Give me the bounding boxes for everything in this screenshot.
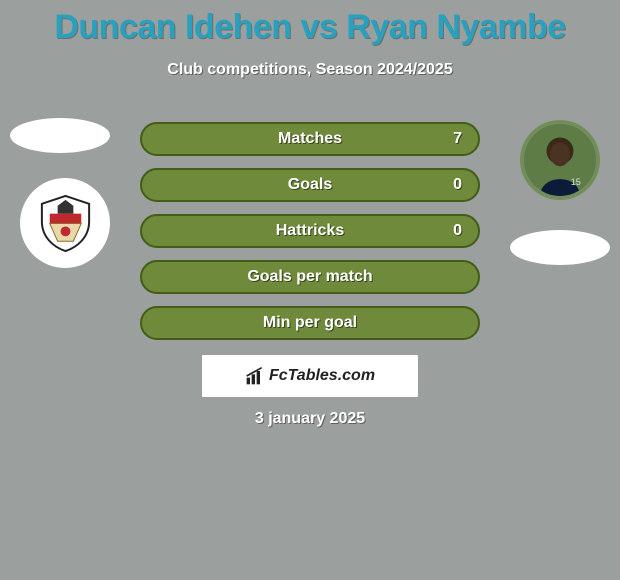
stat-value: 0 xyxy=(453,176,462,194)
stat-label: Hattricks xyxy=(276,222,344,240)
page-title: Duncan Idehen vs Ryan Nyambe xyxy=(0,0,620,47)
stats-container: Matches 7 Goals 0 Hattricks 0 Goals per … xyxy=(140,122,480,352)
date-text: 3 january 2025 xyxy=(0,410,620,428)
watermark: FcTables.com xyxy=(202,355,418,397)
player-right-badge xyxy=(510,230,610,265)
player-left-badge xyxy=(10,118,110,153)
stat-label: Goals per match xyxy=(247,268,372,286)
svg-text:15: 15 xyxy=(571,177,581,187)
stat-label: Goals xyxy=(288,176,332,194)
stat-row-gpm: Goals per match xyxy=(140,260,480,294)
stat-label: Matches xyxy=(278,130,342,148)
stat-row-matches: Matches 7 xyxy=(140,122,480,156)
player-photo-icon: 15 xyxy=(524,124,596,196)
stat-value: 7 xyxy=(453,130,462,148)
stat-row-goals: Goals 0 xyxy=(140,168,480,202)
club-crest-left xyxy=(20,178,110,268)
stat-row-mpg: Min per goal xyxy=(140,306,480,340)
subtitle: Club competitions, Season 2024/2025 xyxy=(0,61,620,79)
stat-row-hattricks: Hattricks 0 xyxy=(140,214,480,248)
player-right-avatar: 15 xyxy=(520,120,600,200)
bar-chart-icon xyxy=(245,366,265,386)
stat-label: Min per goal xyxy=(263,314,357,332)
shield-crest-icon xyxy=(34,192,97,255)
stat-value: 0 xyxy=(453,222,462,240)
watermark-text: FcTables.com xyxy=(269,367,375,385)
